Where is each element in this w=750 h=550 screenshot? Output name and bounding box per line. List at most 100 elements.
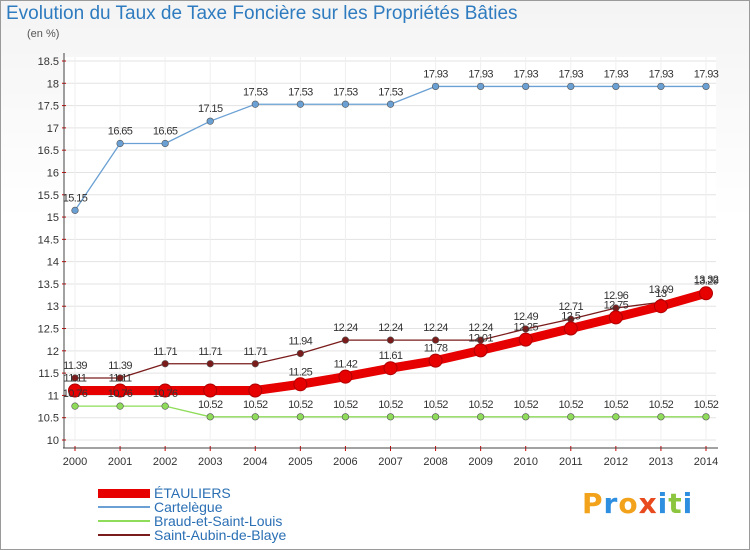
y-tick-label: 15 — [47, 212, 59, 224]
data-point-3 — [386, 336, 395, 344]
data-point-2 — [612, 413, 620, 421]
x-tick-label: 2001 — [108, 456, 132, 468]
data-point-2 — [161, 402, 169, 410]
data-point-2 — [522, 413, 530, 421]
data-label: 11.39 — [63, 360, 87, 372]
y-tick-label: 12.5 — [38, 324, 59, 336]
data-point-1 — [296, 100, 304, 108]
data-point-1 — [431, 82, 440, 91]
data-label: 11.94 — [288, 335, 312, 347]
data-label: 12.24 — [378, 322, 403, 334]
x-tick-label: 2011 — [559, 456, 583, 468]
y-tick-label: 12 — [47, 346, 59, 358]
data-point-2 — [431, 413, 440, 421]
data-point-1 — [71, 206, 79, 214]
data-point-3 — [431, 336, 440, 344]
data-label: 12.25 — [513, 322, 538, 334]
data-label: 10.52 — [333, 399, 358, 411]
data-point-2 — [386, 413, 395, 421]
logo-letter: r — [603, 487, 619, 520]
data-label: 13.32 — [694, 274, 719, 286]
data-label: 10.52 — [559, 399, 584, 411]
data-point-0 — [68, 383, 82, 398]
data-point-0 — [113, 383, 128, 398]
proxiti-logo: Proxiti — [582, 487, 693, 520]
legend-swatch-etauliers — [98, 488, 150, 498]
y-tick-label: 13.5 — [38, 279, 59, 291]
y-tick-label: 11 — [48, 390, 59, 402]
data-label: 10.52 — [694, 399, 719, 411]
data-label: 12.71 — [559, 301, 584, 313]
data-point-1 — [116, 139, 124, 148]
data-point-1 — [161, 139, 169, 148]
data-label: 11.39 — [108, 360, 132, 372]
data-label: 17.93 — [604, 68, 629, 80]
data-point-0 — [158, 383, 173, 398]
data-point-1 — [477, 82, 485, 91]
data-point-3 — [161, 360, 169, 368]
data-label: 10.52 — [243, 399, 268, 411]
data-label: 12.24 — [423, 322, 448, 334]
data-point-3 — [206, 360, 214, 368]
logo-letter: i — [657, 487, 669, 520]
data-point-0 — [428, 353, 443, 368]
data-point-2 — [116, 402, 124, 410]
y-tick-label: 14.5 — [38, 234, 59, 246]
logo-letter: i — [682, 487, 694, 520]
data-point-2 — [567, 413, 575, 421]
x-tick-label: 2008 — [423, 456, 447, 468]
y-tick-label: 18.5 — [38, 56, 59, 68]
logo-letter: x — [638, 487, 658, 520]
data-point-0 — [699, 286, 713, 301]
x-tick-label: 2002 — [153, 456, 177, 468]
data-label: 17.15 — [198, 103, 223, 115]
data-point-2 — [251, 413, 259, 421]
data-label: 10.52 — [288, 399, 313, 411]
data-label: 17.93 — [423, 68, 448, 80]
data-label: 13.09 — [649, 284, 674, 296]
data-label: 17.53 — [243, 86, 268, 98]
data-label: 10.76 — [153, 388, 178, 400]
legend-label-saint-aubin: Saint-Aubin-de-Blaye — [154, 526, 287, 543]
data-label: 15.15 — [63, 192, 88, 204]
logo-letter: t — [668, 487, 683, 520]
data-label: 11.11 — [64, 373, 87, 385]
data-point-2 — [657, 413, 665, 421]
legend-label-braud: Braud-et-Saint-Louis — [154, 512, 283, 529]
data-point-0 — [293, 377, 308, 392]
data-label: 10.52 — [468, 399, 493, 411]
data-point-0 — [608, 310, 623, 325]
data-point-1 — [206, 117, 214, 125]
data-point-1 — [251, 100, 259, 108]
data-label: 16.65 — [108, 125, 133, 137]
x-tick-label: 2004 — [243, 456, 267, 468]
x-tick-label: 2007 — [378, 456, 402, 468]
data-label: 13 — [655, 288, 667, 300]
x-tick-label: 2006 — [333, 456, 357, 468]
data-point-1 — [702, 82, 710, 91]
x-tick-label: 2013 — [649, 456, 673, 468]
chart-title: Evolution du Taux de Taxe Foncière sur l… — [6, 3, 518, 24]
data-point-2 — [206, 413, 214, 421]
data-point-2 — [71, 402, 79, 410]
data-point-2 — [702, 413, 710, 421]
data-label: 10.52 — [198, 399, 223, 411]
y-tick-label: 17.5 — [38, 101, 59, 113]
data-label: 10.76 — [63, 388, 88, 400]
legend-swatch-braud — [98, 520, 150, 522]
data-label: 10.52 — [423, 399, 448, 411]
legend-item-saint-aubin: Saint-Aubin-de-Blaye — [98, 526, 287, 543]
legend-item-cartelegue: Cartelègue — [98, 499, 286, 514]
data-label: 12.24 — [333, 322, 358, 334]
data-point-0 — [653, 299, 668, 314]
legend-item-etauliers: ÉTAULIERS — [98, 485, 286, 500]
data-point-1 — [612, 82, 620, 91]
y-tick-label: 16.5 — [38, 145, 59, 157]
data-label: 11.61 — [379, 350, 403, 362]
data-label: 11.11 — [109, 373, 132, 385]
data-point-2 — [341, 413, 350, 421]
data-point-0 — [563, 321, 578, 336]
data-label: 17.53 — [378, 86, 403, 98]
data-point-1 — [657, 82, 665, 91]
